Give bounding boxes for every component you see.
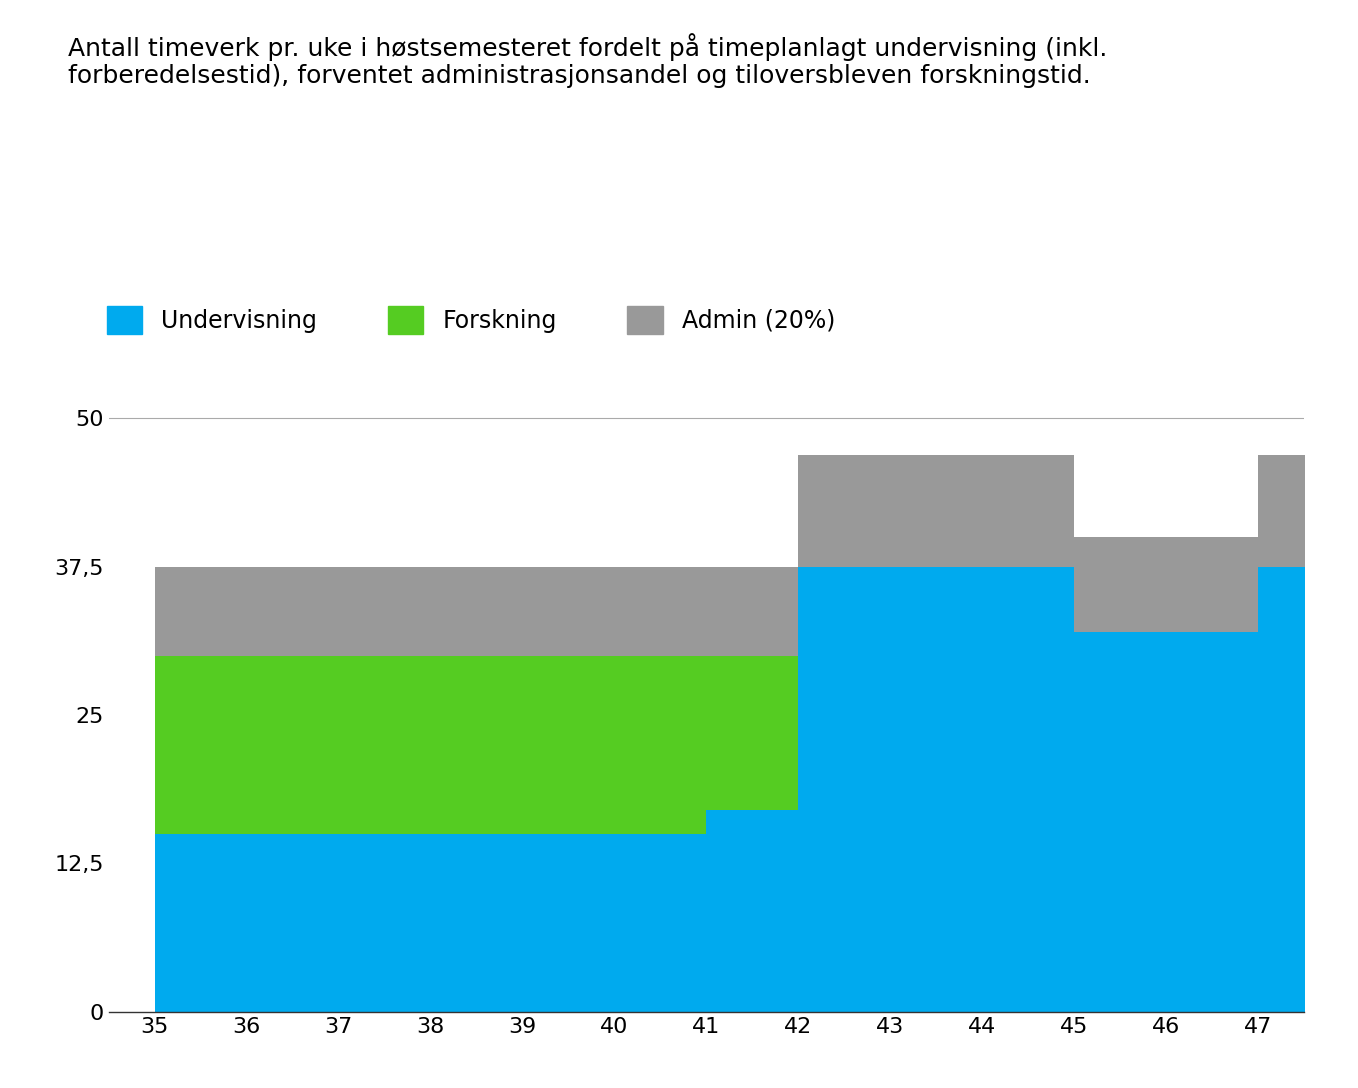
Text: Antall timeverk pr. uke i høstsemesteret fordelt på timeplanlagt undervisning (i: Antall timeverk pr. uke i høstsemesteret… (68, 33, 1107, 88)
Legend: Undervisning, Forskning, Admin (20%): Undervisning, Forskning, Admin (20%) (107, 306, 835, 334)
